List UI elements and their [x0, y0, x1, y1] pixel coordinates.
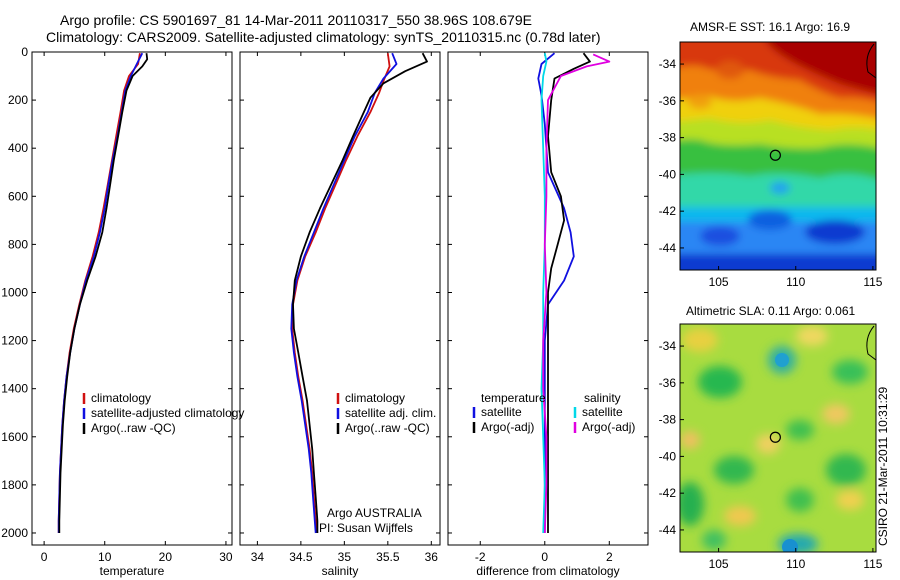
y-tick-label: -44 [659, 241, 677, 255]
y-tick-label: 1200 [1, 334, 28, 348]
x-axis-label: difference from climatology [476, 564, 619, 578]
x-tick-label: 30 [219, 550, 233, 564]
legend-header: salinity [584, 391, 621, 405]
sst-heatmap [680, 42, 876, 270]
x-tick-label: -2 [475, 550, 486, 564]
y-tick-label: 1800 [1, 478, 28, 492]
coastline [866, 325, 877, 361]
x-tick-label: 105 [709, 275, 729, 289]
x-tick-label: 20 [159, 550, 173, 564]
legend-entry: climatology [91, 391, 151, 405]
y-tick-label: 2000 [1, 526, 28, 540]
x-axis-label: temperature [100, 564, 165, 578]
x-tick-label: 0 [541, 550, 548, 564]
legend-entry: climatology [345, 391, 405, 405]
panel-frame-temperature [31, 51, 233, 546]
x-tick-label: 105 [709, 557, 729, 571]
series-line [542, 53, 611, 534]
y-tick-label: -34 [659, 57, 677, 71]
sla-map-title: Altimetric SLA: 0.11 Argo: 0.061 [686, 304, 856, 318]
argo-position-marker [769, 149, 781, 161]
y-tick-label: 1600 [1, 430, 28, 444]
figure-title-line2: Climatology: CARS2009. Satellite-adjuste… [46, 29, 601, 45]
y-tick-label: 1400 [1, 382, 28, 396]
x-tick-label: 115 [863, 275, 882, 289]
argo-position-marker [769, 431, 781, 443]
x-tick-label: 10 [98, 550, 112, 564]
y-tick-label: -38 [659, 413, 677, 427]
legend-entry: Argo(-adj) [481, 420, 534, 434]
series-line [291, 53, 391, 534]
legend-entry: Argo(..raw -QC) [345, 421, 430, 435]
y-tick-label: 200 [8, 93, 28, 107]
y-tick-label: -40 [659, 167, 677, 181]
annotation-line1: Argo AUSTRALIA [327, 506, 422, 520]
y-tick-label: 1000 [1, 285, 28, 299]
series-line [57, 53, 141, 533]
x-tick-label: 115 [863, 557, 882, 571]
map-frame-sst-map [679, 41, 877, 271]
sla-heatmap [680, 324, 876, 552]
y-tick-label: -42 [659, 486, 677, 500]
panel-frame-salinity [239, 51, 441, 546]
x-tick-label: 110 [786, 557, 805, 571]
y-tick-label: 600 [8, 189, 28, 203]
y-tick-label: -44 [659, 523, 677, 537]
y-tick-label: -40 [659, 449, 677, 463]
y-tick-label: 800 [8, 237, 28, 251]
y-tick-label: -42 [659, 204, 677, 218]
x-axis-label: salinity [322, 564, 359, 578]
annotation-line2: PI: Susan Wijffels [319, 521, 413, 535]
x-tick-label: 0 [41, 550, 48, 564]
legend-entry: satellite [481, 405, 522, 419]
map-frame-sla-map [679, 323, 877, 553]
y-tick-label: -36 [659, 94, 677, 108]
coastline [866, 43, 877, 79]
figure-title-line1: Argo profile: CS 5901697_81 14-Mar-2011 … [60, 12, 532, 28]
y-tick-label: 0 [21, 45, 28, 59]
legend-entry: Argo(..raw -QC) [91, 421, 176, 435]
y-tick-label: -36 [659, 376, 677, 390]
panel-frame-difference [447, 51, 649, 546]
series-line [292, 52, 428, 533]
x-tick-label: 34 [251, 550, 265, 564]
legend-header: temperature [481, 391, 546, 405]
legend-entry: satellite [582, 405, 623, 419]
series-line [537, 52, 575, 533]
series-line [547, 52, 591, 533]
series-line [57, 52, 144, 533]
x-tick-label: 35.5 [376, 550, 400, 564]
x-tick-label: 35 [338, 550, 352, 564]
legend-entry: satellite-adjusted climatology [91, 406, 244, 420]
legend-entry: satellite adj. clim. [345, 406, 436, 420]
legend-entry: Argo(-adj) [582, 420, 635, 434]
y-tick-label: 400 [8, 141, 28, 155]
x-tick-label: 2 [606, 550, 613, 564]
series-line [290, 52, 398, 534]
sst-map-title: AMSR-E SST: 16.1 Argo: 16.9 [690, 20, 851, 34]
x-tick-label: 110 [786, 275, 805, 289]
x-tick-label: 36 [425, 550, 439, 564]
y-tick-label: -34 [659, 339, 677, 353]
series-line [58, 53, 149, 533]
y-tick-label: -38 [659, 131, 677, 145]
x-tick-label: 34.5 [289, 550, 313, 564]
